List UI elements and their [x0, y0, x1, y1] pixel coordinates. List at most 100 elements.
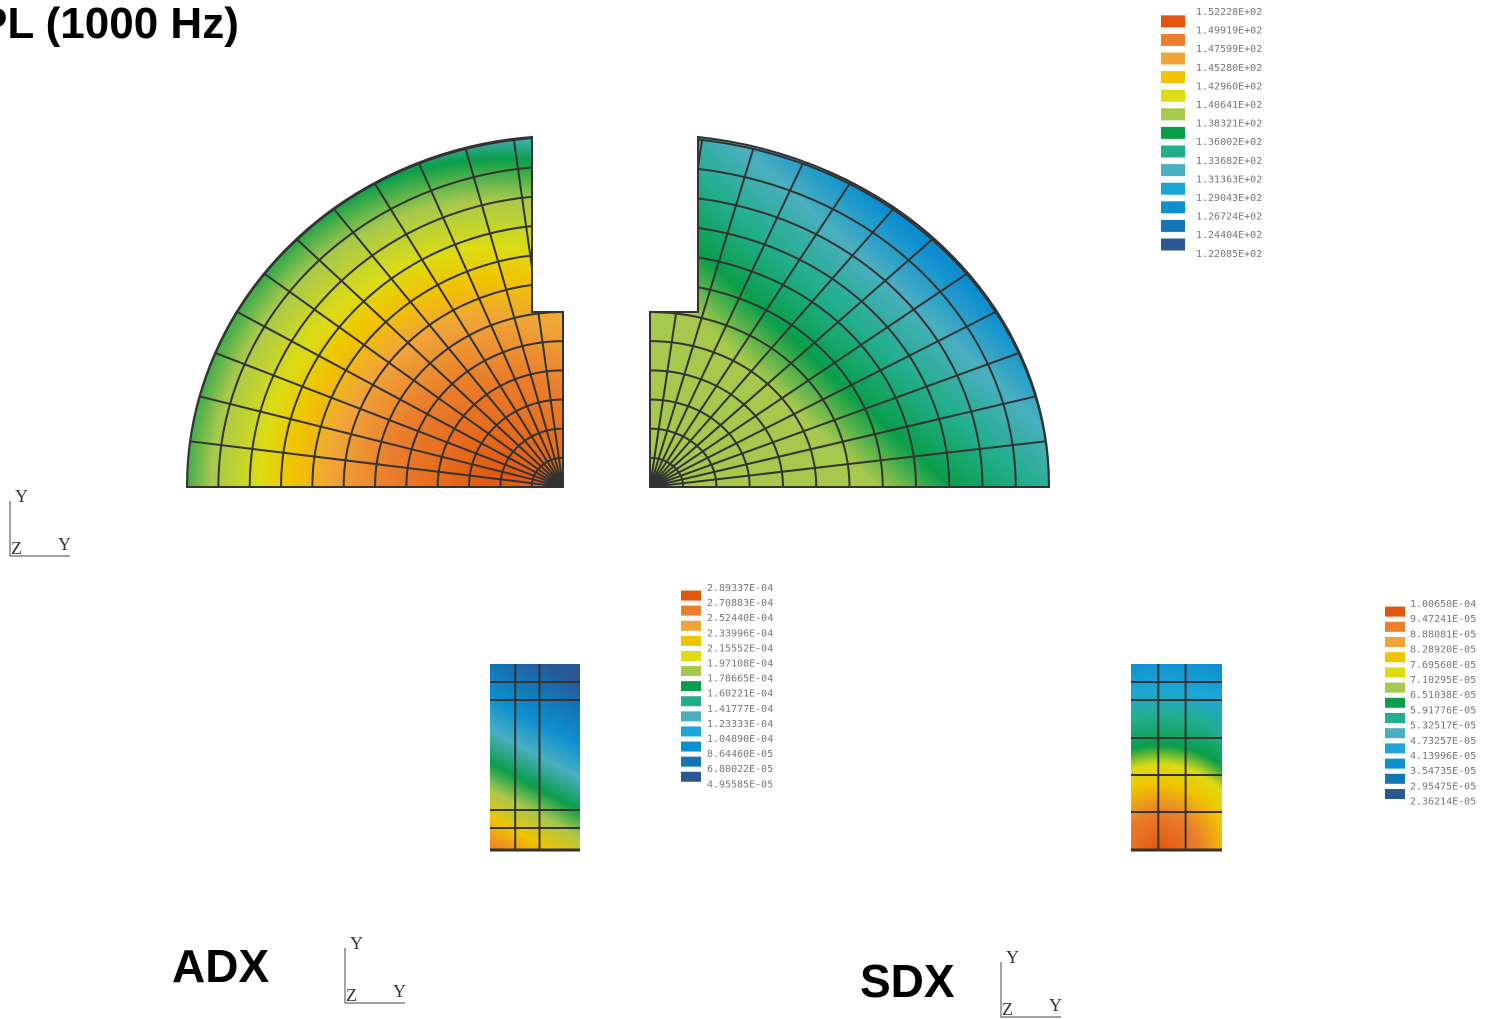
contour-plots [150, 120, 1222, 850]
legend-swatch [1385, 698, 1405, 708]
legend-label: 1.60221E-04 [707, 689, 773, 700]
legend-label: 5.32517E-05 [1410, 721, 1476, 732]
legend-label: 1.49919E+02 [1196, 26, 1262, 37]
legend-label: 3.54735E-05 [1410, 766, 1476, 777]
legend-label: 4.73257E-05 [1410, 736, 1476, 747]
legend-label: 1.42960E+02 [1196, 81, 1262, 92]
legend-label: 1.97108E-04 [707, 659, 773, 670]
legend-label: 1.45280E+02 [1196, 63, 1262, 74]
triad-label: Y [1049, 995, 1062, 1015]
legend-swatch [1385, 667, 1405, 677]
triad-label: Y [15, 486, 28, 506]
triad-label: Y [393, 981, 406, 1001]
legend-label: 2.36214E-05 [1410, 797, 1476, 808]
legend-label: 6.80022E-05 [707, 764, 773, 775]
triad-label: Y [1006, 947, 1019, 967]
legend-swatch [681, 681, 701, 691]
legend-swatch [681, 651, 701, 661]
legend-swatch [1385, 683, 1405, 693]
legend-swatch [681, 742, 701, 752]
legend-swatch [681, 757, 701, 767]
legend-swatch [1161, 53, 1185, 65]
triad-label: Y [350, 933, 363, 953]
legend-swatch [1161, 71, 1185, 83]
legend-swatch [1161, 90, 1185, 102]
legend-swatch [681, 621, 701, 631]
legend-swatch [681, 696, 701, 706]
legend-swatch [1385, 774, 1405, 784]
legend-swatch [1385, 759, 1405, 769]
legend-swatch [1385, 607, 1405, 617]
legend-swatch [681, 772, 701, 782]
legend-swatch [1161, 34, 1185, 46]
legend-label: 5.91776E-05 [1410, 705, 1476, 716]
axis-triad: Y Z Y [1001, 947, 1062, 1019]
contour-plot [1131, 664, 1222, 850]
triad-label: Y [58, 534, 71, 554]
legend-swatch [681, 711, 701, 721]
legend-label: 1.23333E-04 [707, 719, 773, 730]
legend-label: 2.70883E-04 [707, 598, 773, 609]
legend-label: 1.22085E+02 [1196, 249, 1262, 260]
legend-label: 8.28920E-05 [1410, 645, 1476, 656]
panel-label: ADX [172, 940, 269, 992]
legend-label: 1.36002E+02 [1196, 137, 1262, 148]
legend-swatch [1385, 743, 1405, 753]
legend-swatch [681, 666, 701, 676]
title: PL (1000 Hz) [0, 0, 239, 48]
legend-label: 1.52228E+02 [1196, 7, 1262, 18]
legend-label: 1.24404E+02 [1196, 230, 1262, 241]
legend-swatch [1161, 183, 1185, 195]
legend: 1.52228E+02 1.49919E+02 1.47599E+02 1.45280… [1161, 7, 1262, 260]
contour-plot [490, 664, 580, 850]
legend-label: 1.78665E-04 [707, 674, 773, 685]
legend-label: 1.41777E-04 [707, 704, 773, 715]
legend-label: 1.33682E+02 [1196, 156, 1262, 167]
legend-swatch [1385, 622, 1405, 632]
legend-swatch [1161, 108, 1185, 120]
legend-label: 8.64460E-05 [707, 749, 773, 760]
legend: 1.00650E-049.47241E-058.88081E-058.28920… [1385, 599, 1476, 808]
legend-swatch [1385, 789, 1405, 799]
legend-label: 1.38321E+02 [1196, 119, 1262, 130]
contour-fill [1131, 664, 1222, 850]
legend-label: 1.29043E+02 [1196, 193, 1262, 204]
page: PL (1000 Hz) ADX SDX 1.52228E+021.49919E… [0, 0, 1488, 1019]
legend-label: 7.10295E-05 [1410, 675, 1476, 686]
legend-swatch [1161, 127, 1185, 139]
legend-swatch [1385, 728, 1405, 738]
legend-label: 1.04890E-04 [707, 734, 773, 745]
legend-label: 1.31363E+02 [1196, 174, 1262, 185]
legend-label: 4.95585E-05 [707, 779, 773, 790]
contour-fill [490, 664, 580, 850]
legend-label: 7.69560E-05 [1410, 660, 1476, 671]
legend-swatch [681, 606, 701, 616]
legend-swatch [1161, 239, 1185, 251]
legend-label: 2.52440E-04 [707, 613, 773, 624]
legend-swatch [1161, 164, 1185, 176]
legend-label: 9.47241E-05 [1410, 614, 1476, 625]
legend-label: 1.26724E+02 [1196, 212, 1262, 223]
legend-swatch [681, 726, 701, 736]
axis-triad: Y Z Y [345, 933, 406, 1005]
legend-swatch [1385, 713, 1405, 723]
legend-label: 6.51038E-05 [1410, 690, 1476, 701]
legend-swatch [1385, 637, 1405, 647]
legend-label: 2.95475E-05 [1410, 781, 1476, 792]
legend-label: 2.15552E-04 [707, 643, 773, 654]
legend-swatch [681, 591, 701, 601]
legend: 2.89337E-042.70883E-042.52440E-042.33996… [681, 583, 773, 790]
legend-swatch [1385, 652, 1405, 662]
legend-swatch [1161, 201, 1185, 213]
legend-label: 1.47599E+02 [1196, 44, 1262, 55]
legend-swatch [1161, 15, 1185, 27]
triad-label: Z [1002, 999, 1013, 1019]
legend-swatch [1161, 220, 1185, 232]
legend-label: 1.40641E+02 [1196, 100, 1262, 111]
legend-label: 4.13996E-05 [1410, 751, 1476, 762]
legend-label: 8.88081E-05 [1410, 629, 1476, 640]
legend-swatch [1161, 146, 1185, 158]
triad-label: Z [346, 985, 357, 1005]
legend-swatch [681, 636, 701, 646]
